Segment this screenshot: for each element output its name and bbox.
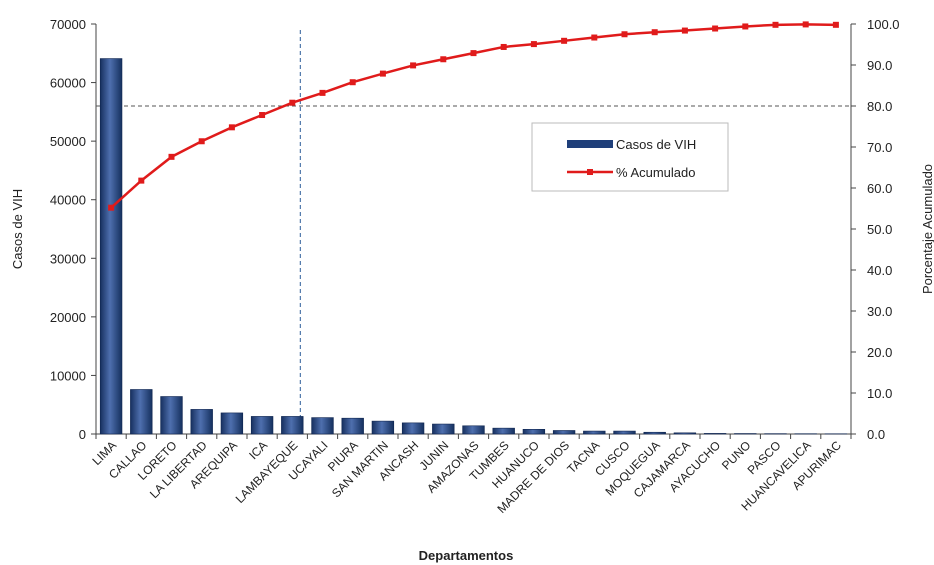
line-marker bbox=[591, 34, 598, 41]
y2-tick-label: 10.0 bbox=[867, 386, 892, 401]
legend-box bbox=[531, 122, 729, 192]
line-marker bbox=[440, 56, 447, 63]
y2-tick-label: 100.0 bbox=[867, 17, 900, 32]
left-axis-ticks: 0 10000 20000 30000 40000 50000 60000 70000 bbox=[50, 17, 96, 442]
x-axis-title: Departamentos bbox=[419, 548, 514, 563]
bar bbox=[432, 423, 455, 435]
line-marker bbox=[108, 204, 115, 211]
line-series bbox=[108, 21, 839, 211]
line-marker bbox=[530, 41, 537, 48]
line-marker bbox=[681, 27, 688, 34]
y2-tick-label: 30.0 bbox=[867, 304, 892, 319]
y-tick-label: 20000 bbox=[50, 310, 86, 325]
line-marker bbox=[651, 29, 658, 36]
line-marker bbox=[470, 50, 477, 57]
y-tick-label: 50000 bbox=[50, 134, 86, 149]
legend-bar-swatch bbox=[567, 140, 613, 148]
line-marker bbox=[500, 43, 507, 50]
line-marker bbox=[319, 89, 326, 96]
bar bbox=[522, 429, 546, 435]
line-marker bbox=[138, 177, 145, 184]
bar bbox=[250, 416, 274, 435]
bar bbox=[311, 417, 334, 435]
y-tick-label: 40000 bbox=[50, 193, 86, 208]
category-label: ICA bbox=[246, 438, 270, 462]
line-marker bbox=[410, 62, 417, 69]
y2-axis-title: Porcentaje Acumulado bbox=[920, 164, 934, 294]
y2-tick-label: 50.0 bbox=[867, 222, 892, 237]
line-marker bbox=[168, 153, 175, 160]
line-marker bbox=[289, 99, 296, 106]
y2-tick-label: 20.0 bbox=[867, 345, 892, 360]
bar bbox=[583, 430, 606, 435]
legend-bar-label: Casos de VIH bbox=[616, 137, 696, 152]
line-marker bbox=[349, 79, 356, 86]
line-marker bbox=[802, 21, 809, 28]
line-marker bbox=[228, 124, 235, 131]
bar bbox=[401, 422, 425, 435]
bar bbox=[281, 416, 304, 435]
y-tick-label: 10000 bbox=[50, 368, 86, 383]
bar bbox=[190, 409, 213, 435]
y2-tick-label: 40.0 bbox=[867, 263, 892, 278]
bar bbox=[371, 420, 395, 435]
y-tick-label: 70000 bbox=[50, 17, 86, 32]
bar bbox=[160, 396, 183, 435]
bar bbox=[552, 430, 576, 435]
y-axis-title: Casos de VIH bbox=[10, 189, 25, 269]
line-marker bbox=[712, 25, 719, 32]
line-marker bbox=[259, 112, 266, 119]
bar bbox=[462, 425, 485, 435]
line-marker bbox=[198, 138, 205, 145]
y2-tick-label: 90.0 bbox=[867, 58, 892, 73]
line-marker bbox=[832, 21, 839, 28]
bar bbox=[613, 430, 636, 435]
line-marker bbox=[621, 31, 628, 38]
legend-line-label: % Acumulado bbox=[616, 165, 696, 180]
bar bbox=[703, 433, 727, 435]
bar-series bbox=[99, 58, 848, 435]
bar bbox=[99, 58, 123, 435]
y-tick-label: 60000 bbox=[50, 76, 86, 91]
line-marker bbox=[379, 70, 386, 77]
legend: Casos de VIH % Acumulado bbox=[531, 122, 729, 192]
bar bbox=[643, 431, 666, 435]
y2-tick-label: 0.0 bbox=[867, 427, 885, 442]
bar bbox=[492, 427, 515, 435]
plot-area bbox=[95, 24, 852, 435]
bar bbox=[341, 417, 364, 435]
y2-tick-label: 60.0 bbox=[867, 181, 892, 196]
y2-tick-label: 80.0 bbox=[867, 99, 892, 114]
bar bbox=[673, 432, 697, 435]
line-marker bbox=[742, 23, 749, 30]
y-tick-label: 0 bbox=[79, 427, 86, 442]
bar bbox=[130, 389, 153, 435]
y-tick-label: 30000 bbox=[50, 251, 86, 266]
reference-lines bbox=[96, 30, 851, 434]
legend-line-marker bbox=[587, 169, 593, 175]
right-axis-ticks: 0.0 10.0 20.0 30.0 40.0 50.0 60.0 70.0 80.0 90.0 1… bbox=[851, 17, 900, 442]
y2-tick-label: 70.0 bbox=[867, 140, 892, 155]
line-marker bbox=[772, 21, 779, 28]
bar bbox=[220, 412, 244, 435]
line-marker bbox=[561, 37, 568, 44]
